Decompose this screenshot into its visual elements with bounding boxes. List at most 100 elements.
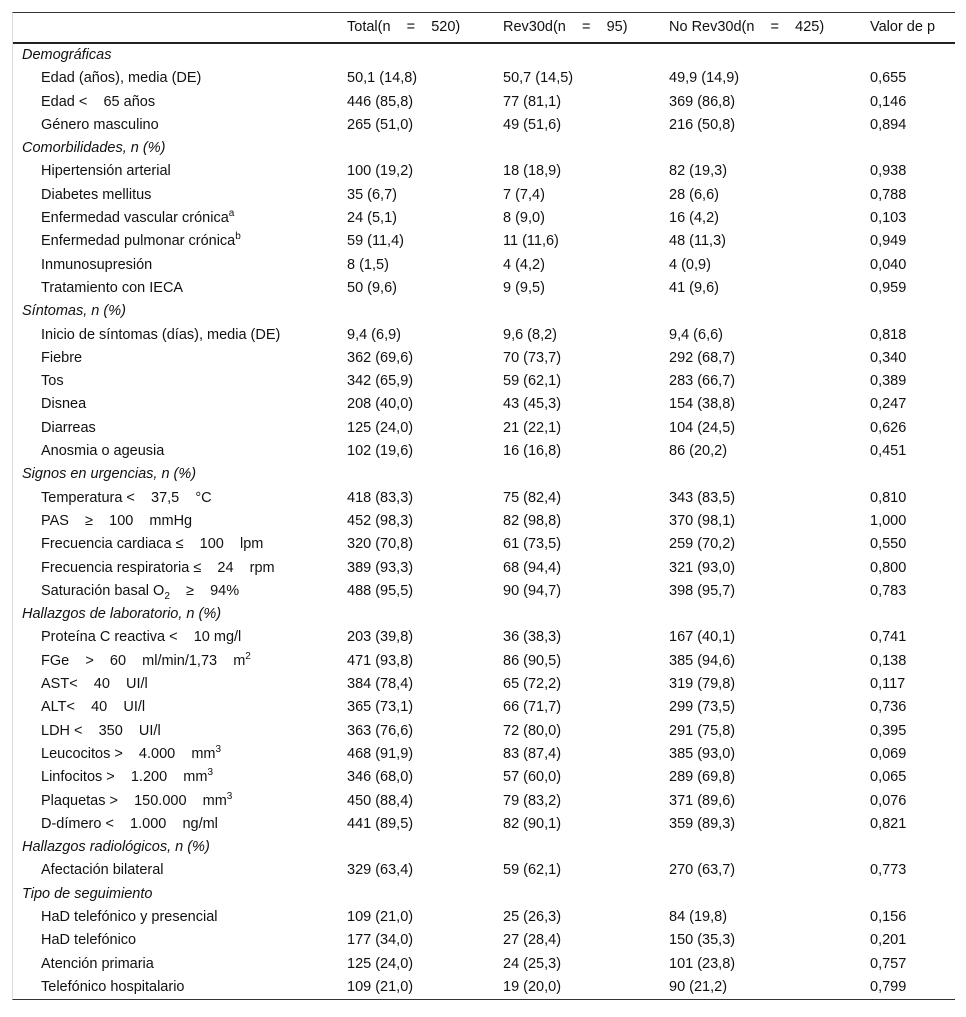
row-label-text: Edad (años), media (DE) — [41, 70, 202, 87]
row-label: Diabetes mellitus — [41, 184, 151, 207]
rev30d-value: 9,6 (8,2) — [503, 326, 557, 343]
table-row: Edad < 65 años 446 (85,8) 77 (81,1) 369 (86… — [13, 91, 955, 114]
table-row: Saturación basal O2 ≥ 94% 488 (95,5) 90 (9… — [13, 580, 955, 603]
table-row: FGe > 60 ml/min/1,73 m2 471 (93,8) 86 (90,… — [13, 650, 955, 673]
total-value: 24 (5,1) — [347, 210, 397, 227]
p-value: 0,821 — [870, 815, 907, 832]
total-value: 362 (69,6) — [347, 349, 414, 366]
subscript: 2 — [164, 590, 170, 602]
row-label: Tos — [41, 370, 64, 393]
row-label: PAS ≥ 100 mmHg — [41, 510, 192, 533]
rev30d-value: 7 (7,4) — [503, 186, 545, 203]
row-label-text: Diabetes mellitus — [41, 186, 152, 203]
table-row: Diabetes mellitus 35 (6,7) 7 (7,4) 28 (6,6)… — [13, 184, 955, 207]
total-value: 342 (65,9) — [347, 373, 414, 390]
section-title: Síntomas, n (%) — [22, 303, 126, 320]
row-label-text: Proteína C reactiva < 10 mg/l — [41, 629, 242, 646]
row-label-text: Diarreas — [41, 419, 96, 436]
row-label: Plaquetas > 150.000 mm3 — [41, 790, 232, 813]
section-title: Comorbilidades, n (%) — [22, 140, 166, 157]
no-rev30d-value: 49,9 (14,9) — [669, 70, 740, 87]
row-label: Inicio de síntomas (días), media (DE) — [41, 324, 280, 347]
row-label: Género masculino — [41, 114, 159, 137]
total-value: 418 (83,3) — [347, 489, 414, 506]
section-title: Demográficas — [22, 47, 112, 63]
row-label-text: Edad < 65 años — [41, 93, 156, 110]
row-label: Edad (años), media (DE) — [41, 67, 201, 90]
rev30d-value: 59 (62,1) — [503, 373, 562, 390]
rev30d-value: 18 (18,9) — [503, 163, 562, 180]
p-value: 0,076 — [870, 792, 907, 809]
no-rev30d-value: 104 (24,5) — [669, 419, 736, 436]
total-value: 471 (93,8) — [347, 652, 414, 669]
no-rev30d-value: 319 (79,8) — [669, 676, 736, 693]
data-table: Total(n = 520) Rev30d(n = 95) No Rev30d(n … — [12, 12, 955, 1001]
row-label-text: Hipertensión arterial — [41, 163, 171, 180]
no-rev30d-value: 41 (9,6) — [669, 279, 719, 296]
row-label-text: Temperatura < 37,5 °C — [41, 489, 212, 506]
row-label-text: Anosmia o ageusia — [41, 443, 165, 460]
total-value: 203 (39,8) — [347, 629, 414, 646]
p-value: 0,451 — [870, 443, 907, 460]
total-value: 468 (91,9) — [347, 745, 414, 762]
row-label: Diarreas — [41, 417, 96, 440]
rev30d-value: 27 (28,4) — [503, 932, 562, 949]
p-value: 0,103 — [870, 210, 907, 227]
no-rev30d-value: 16 (4,2) — [669, 210, 719, 227]
table-row: Proteína C reactiva < 10 mg/l 203 (39,8) 3… — [13, 626, 955, 649]
no-rev30d-value: 291 (75,8) — [669, 722, 736, 739]
total-value: 389 (93,3) — [347, 559, 414, 576]
row-label-text: LDH < 350 UI/l — [41, 722, 161, 739]
row-label: Saturación basal O2 ≥ 94% — [41, 580, 239, 603]
p-value: 0,783 — [870, 582, 907, 599]
table-row: Género masculino 265 (51,0) 49 (51,6) 216 (… — [13, 114, 955, 137]
row-label: Afectación bilateral — [41, 859, 164, 882]
p-value: 0,395 — [870, 722, 907, 739]
row-label-text: HaD telefónico — [41, 932, 137, 949]
table-row: AST< 40 UI/l 384 (78,4) 65 (72,2) 319 (79,8… — [13, 673, 955, 696]
total-value: 363 (76,6) — [347, 722, 414, 739]
table-row: Tos 342 (65,9) 59 (62,1) 283 (66,7) 0,389 — [13, 370, 955, 393]
no-rev30d-value: 216 (50,8) — [669, 116, 736, 133]
no-rev30d-value: 369 (86,8) — [669, 93, 736, 110]
table-header: Total(n = 520) Rev30d(n = 95) No Rev30d(n … — [13, 13, 955, 44]
p-value: 0,247 — [870, 396, 907, 413]
no-rev30d-value: 150 (35,3) — [669, 932, 736, 949]
total-value: 384 (78,4) — [347, 676, 414, 693]
row-label-text: Enfermedad vascular crónica — [41, 210, 229, 227]
p-value: 0,655 — [870, 70, 907, 87]
total-value: 329 (63,4) — [347, 862, 414, 879]
section-header-row: Comorbilidades, n (%) — [13, 137, 955, 160]
table-row: Frecuencia cardiaca ≤ 100 lpm 320 (70,8) 6… — [13, 533, 955, 556]
section-header-row: Tipo de seguimiento — [13, 883, 955, 906]
table-row: Diarreas 125 (24,0) 21 (22,1) 104 (24,5) 0,6… — [13, 417, 955, 440]
table-row: Tratamiento con IECA 50 (9,6) 9 (9,5) 41 (9… — [13, 277, 955, 300]
section-header-row: Síntomas, n (%) — [13, 300, 955, 323]
row-label: Linfocitos > 1.200 mm3 — [41, 766, 213, 789]
p-value: 1,000 — [870, 512, 907, 529]
table-row: Hipertensión arterial 100 (19,2) 18 (18,9)… — [13, 160, 955, 183]
table-row: Fiebre 362 (69,6) 70 (73,7) 292 (68,7) 0,340 — [13, 347, 955, 370]
total-value: 9,4 (6,9) — [347, 326, 401, 343]
row-label: Fiebre — [41, 347, 82, 370]
table-row: Enfermedad vascular crónicaa 24 (5,1) 8 (9… — [13, 207, 955, 230]
row-label: Disnea — [41, 393, 86, 416]
total-value: 125 (24,0) — [347, 955, 414, 972]
no-rev30d-value: 167 (40,1) — [669, 629, 736, 646]
row-label: Frecuencia respiratoria ≤ 24 rpm — [41, 557, 275, 580]
table-row: ALT< 40 UI/l 365 (73,1) 66 (71,7) 299 (73,5… — [13, 696, 955, 719]
no-rev30d-value: 343 (83,5) — [669, 489, 736, 506]
table-row: Enfermedad pulmonar crónicab 59 (11,4) 11 … — [13, 230, 955, 253]
total-value: 208 (40,0) — [347, 396, 414, 413]
p-value: 0,065 — [870, 769, 907, 786]
superscript: 3 — [215, 744, 222, 756]
total-value: 265 (51,0) — [347, 116, 414, 133]
total-value: 441 (89,5) — [347, 815, 414, 832]
section-title: Tipo de seguimiento — [22, 885, 153, 902]
superscript: 3 — [207, 767, 213, 779]
rev30d-value: 25 (26,3) — [503, 908, 562, 925]
total-value: 452 (98,3) — [347, 512, 414, 529]
rev30d-value: 8 (9,0) — [503, 210, 545, 227]
section-header-row: Demográficas — [13, 44, 955, 67]
row-label-text: Disnea — [41, 396, 87, 413]
